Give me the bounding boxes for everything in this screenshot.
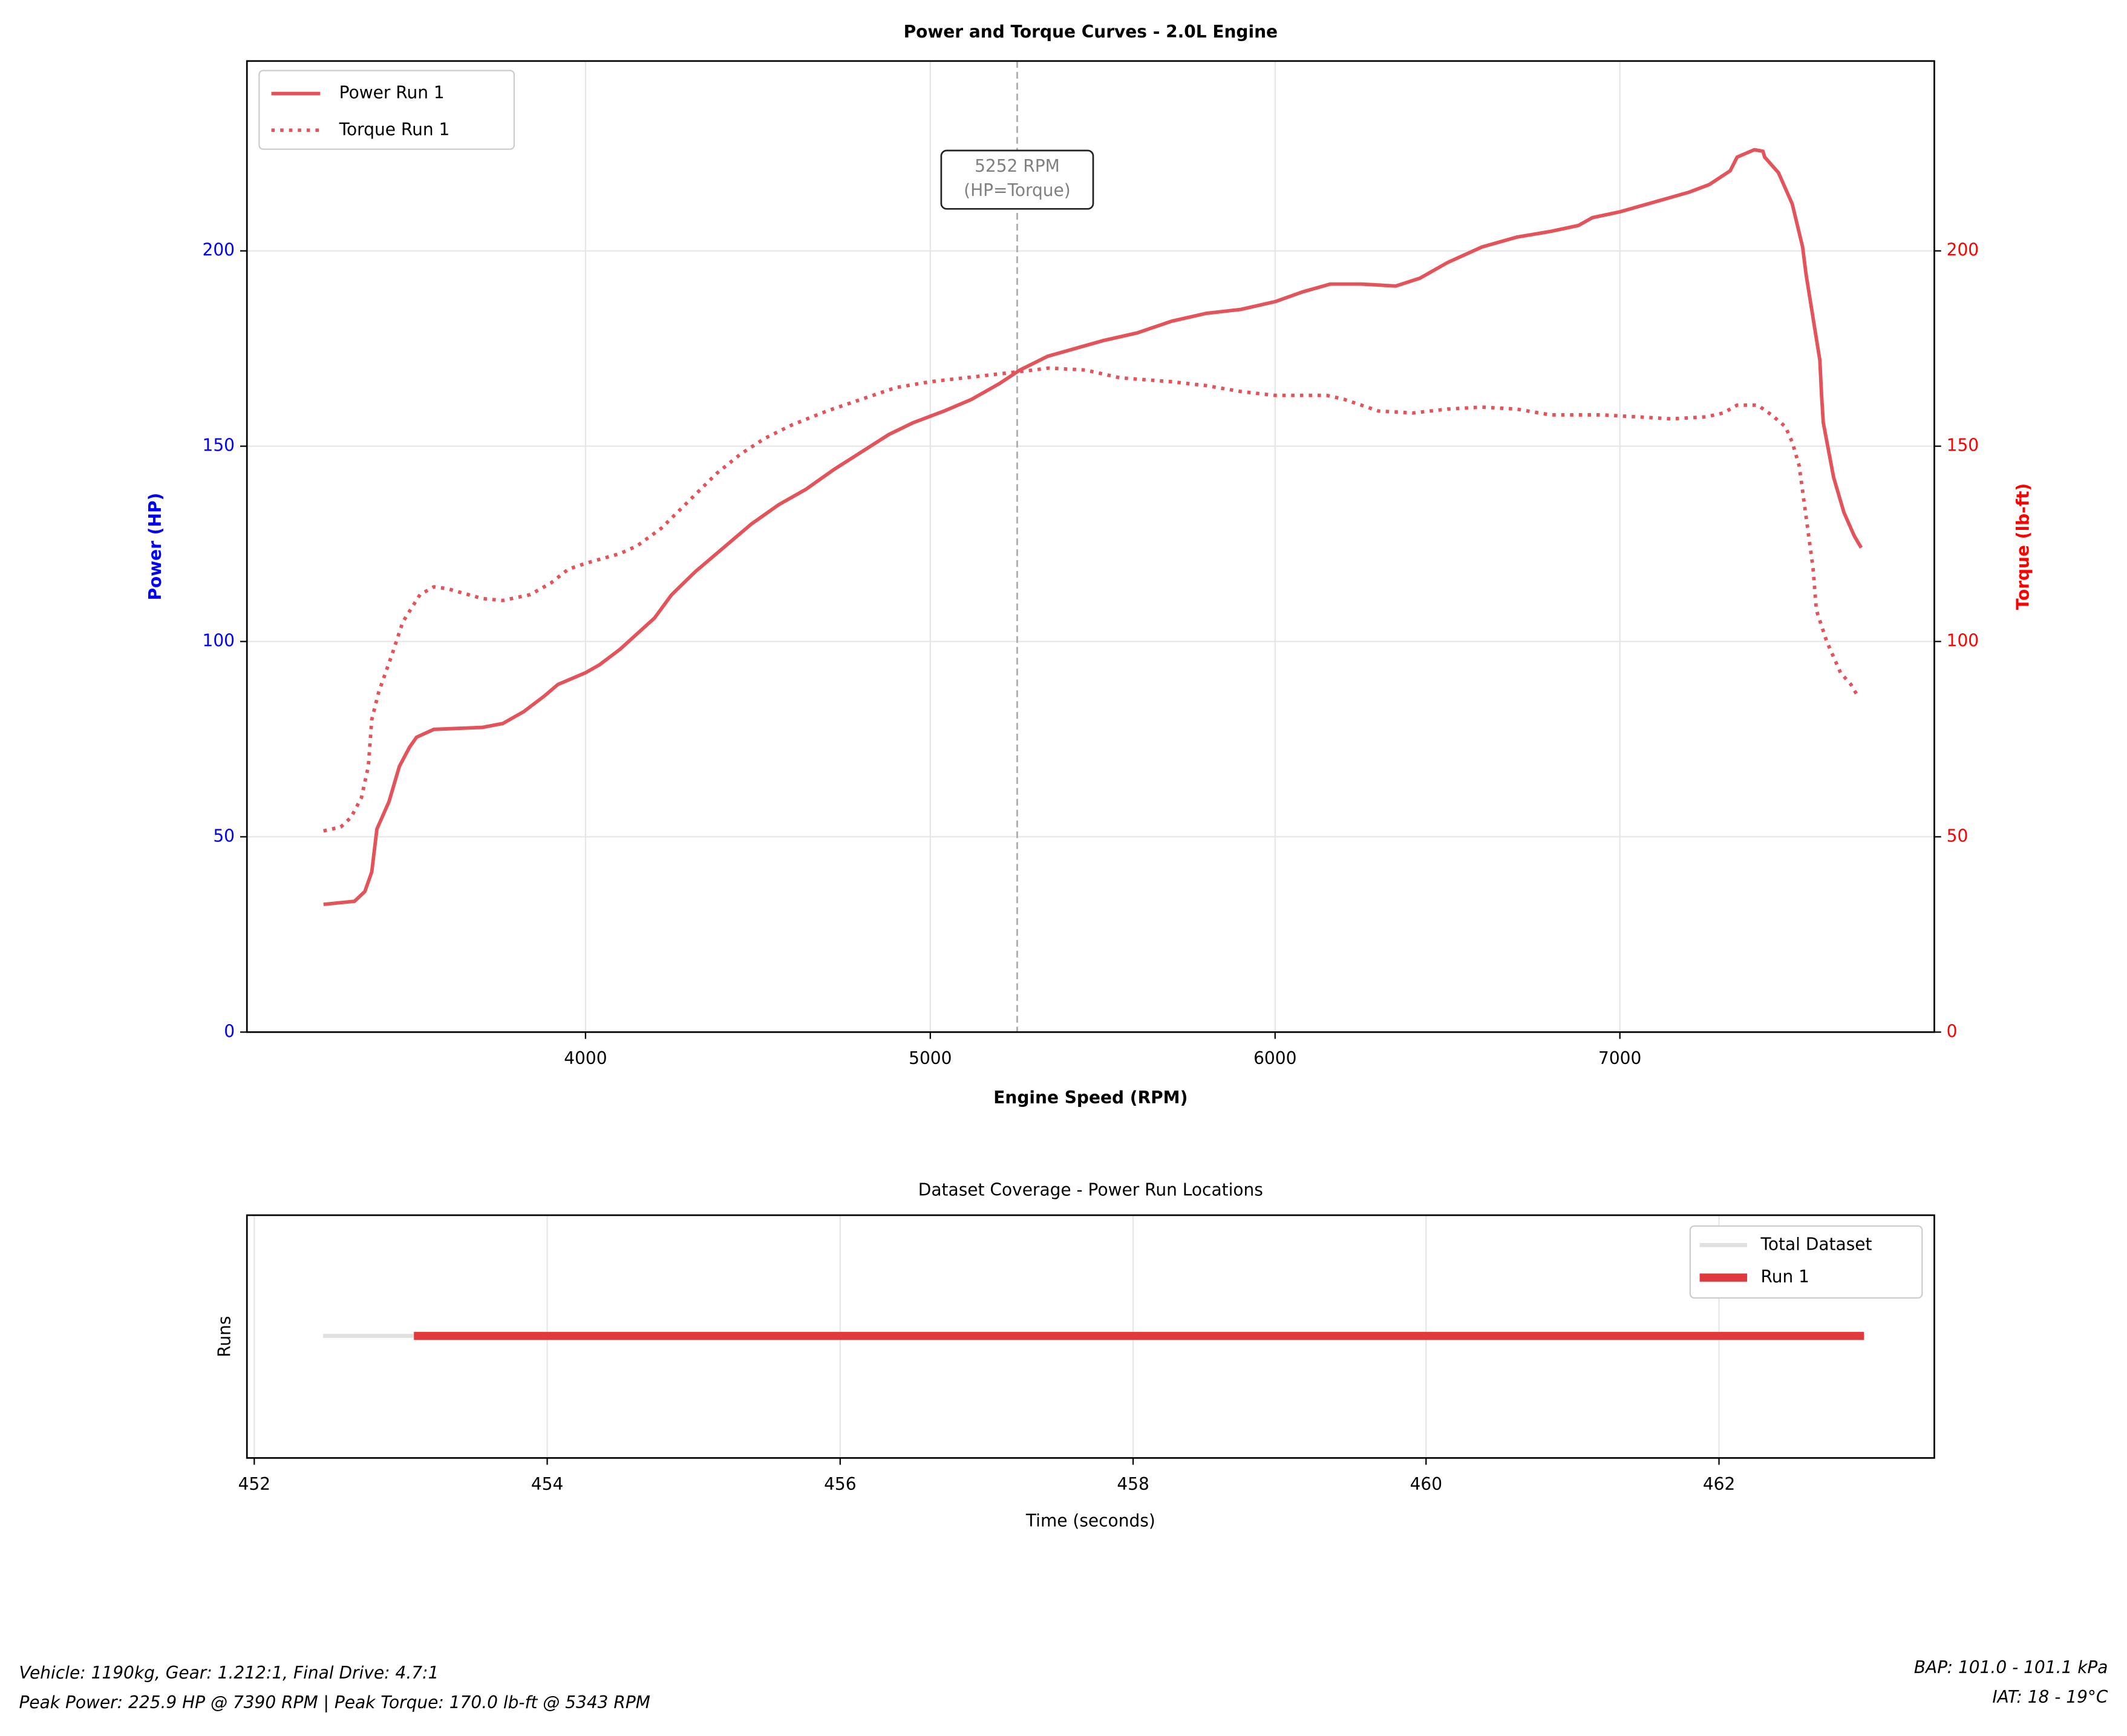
annotation: (HP=Torque) bbox=[964, 180, 1071, 200]
y-tick-label: 200 bbox=[203, 240, 235, 260]
x-tick-label: 454 bbox=[531, 1474, 563, 1494]
x-axis-label: Engine Speed (RPM) bbox=[993, 1088, 1188, 1108]
chart-title: Dataset Coverage - Power Run Locations bbox=[918, 1180, 1263, 1200]
x-tick-label: 452 bbox=[238, 1474, 270, 1494]
y-tick-label: 50 bbox=[213, 826, 235, 846]
y2-tick-label: 150 bbox=[1947, 436, 1979, 455]
footer-note: Peak Power: 225.9 HP @ 7390 RPM | Peak T… bbox=[19, 1692, 650, 1712]
annotation: 5252 RPM bbox=[975, 156, 1060, 176]
legend-label: Torque Run 1 bbox=[339, 119, 450, 139]
line-series bbox=[323, 148, 1863, 907]
plot-frame bbox=[246, 60, 1935, 1033]
legend-label: Power Run 1 bbox=[339, 83, 445, 103]
y2-tick-label: 100 bbox=[1947, 631, 1979, 651]
y2-axis-label: Torque (lb-ft) bbox=[2013, 483, 2033, 610]
y2-tick-label: 200 bbox=[1947, 240, 1979, 260]
legend-label: Run 1 bbox=[1760, 1267, 1809, 1287]
y-axis-label: Power (HP) bbox=[145, 493, 165, 601]
footer-note: IAT: 18 - 19°C bbox=[1992, 1687, 2108, 1707]
x-tick-label: 6000 bbox=[1253, 1048, 1296, 1068]
x-axis-label: Time (seconds) bbox=[1025, 1511, 1155, 1531]
x-tick-label: 458 bbox=[1117, 1474, 1149, 1494]
x-tick-label: 5000 bbox=[909, 1048, 952, 1068]
legend-box bbox=[258, 70, 515, 150]
footer-note: Vehicle: 1190kg, Gear: 1.212:1, Final Dr… bbox=[19, 1663, 439, 1683]
annotation-box bbox=[940, 149, 1094, 210]
legend-box bbox=[1689, 1225, 1923, 1299]
x-tick-label: 456 bbox=[824, 1474, 856, 1494]
legend-label: Total Dataset bbox=[1760, 1234, 1872, 1254]
plot-frame bbox=[246, 1214, 1935, 1459]
y-tick-label: 0 bbox=[224, 1021, 235, 1041]
footer-note: BAP: 101.0 - 101.1 kPa bbox=[1914, 1657, 2108, 1677]
x-tick-label: 460 bbox=[1410, 1474, 1442, 1494]
y-axis-label: Runs bbox=[214, 1316, 234, 1357]
x-tick-label: 7000 bbox=[1598, 1048, 1641, 1068]
y-tick-label: 100 bbox=[203, 631, 235, 651]
x-tick-label: 462 bbox=[1703, 1474, 1735, 1494]
y2-tick-label: 50 bbox=[1947, 826, 1969, 846]
y2-tick-label: 0 bbox=[1947, 1021, 1958, 1041]
x-tick-label: 4000 bbox=[564, 1048, 607, 1068]
chart-title: Power and Torque Curves - 2.0L Engine bbox=[904, 22, 1278, 42]
y-tick-label: 150 bbox=[203, 436, 235, 455]
